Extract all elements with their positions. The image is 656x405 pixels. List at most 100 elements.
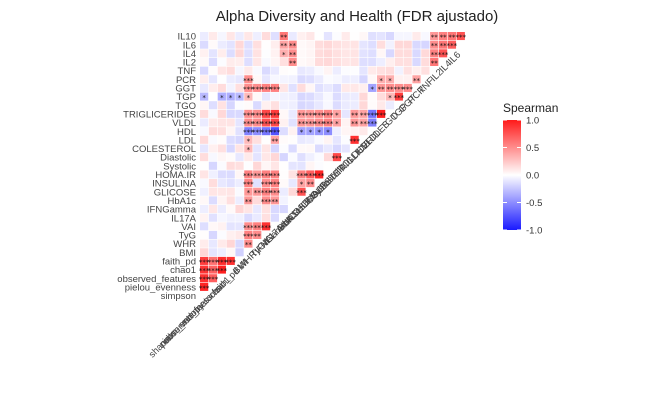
heatmap-cell bbox=[270, 187, 280, 196]
significance-mark: *** bbox=[243, 232, 254, 240]
heatmap-cell bbox=[332, 49, 341, 58]
significance-mark: ** bbox=[280, 42, 288, 50]
heatmap-cell bbox=[270, 213, 280, 222]
heatmap-cell bbox=[200, 40, 209, 49]
heatmap-cell bbox=[200, 213, 209, 222]
significance-mark: *** bbox=[252, 120, 263, 128]
heatmap-cell bbox=[412, 75, 421, 84]
heatmap-cell bbox=[235, 83, 244, 92]
significance-mark: *** bbox=[314, 120, 325, 128]
heatmap-cell bbox=[421, 49, 430, 58]
significance-mark: ** bbox=[254, 189, 262, 197]
heatmap-cell bbox=[217, 109, 226, 118]
heatmap-cell bbox=[208, 75, 218, 84]
heatmap-cell bbox=[226, 49, 235, 58]
heatmap-cell bbox=[253, 118, 262, 127]
heatmap-cell bbox=[368, 32, 377, 41]
significance-mark: * bbox=[202, 94, 206, 102]
heatmap-cell bbox=[208, 57, 218, 66]
heatmap-cell bbox=[323, 66, 333, 75]
heatmap-cell bbox=[430, 40, 439, 49]
significance-mark: *** bbox=[305, 172, 316, 180]
heatmap-cell bbox=[385, 49, 395, 58]
color-legend: Spearman 1.0 0.5 0.0 -0.5 -1.0 bbox=[503, 101, 558, 236]
heatmap-cell bbox=[244, 213, 253, 222]
heatmap-cell bbox=[208, 118, 218, 127]
heatmap-cell bbox=[261, 118, 271, 127]
heatmap-cell bbox=[323, 109, 333, 118]
significance-mark: ** bbox=[448, 34, 456, 42]
heatmap-cell bbox=[288, 40, 297, 49]
legend-tick-label: 0.5 bbox=[526, 143, 539, 154]
heatmap-cell bbox=[350, 66, 359, 75]
heatmap-cell bbox=[315, 57, 324, 66]
y-tick-label: simpson bbox=[161, 291, 196, 302]
significance-mark: ** bbox=[254, 224, 262, 232]
heatmap-cell bbox=[270, 153, 280, 162]
heatmap-cell bbox=[403, 40, 412, 49]
heatmap-cell bbox=[412, 49, 421, 58]
significance-mark: *** bbox=[270, 111, 281, 119]
heatmap-cell bbox=[200, 92, 209, 101]
heatmap-cell bbox=[253, 196, 262, 205]
significance-mark: *** bbox=[349, 137, 360, 145]
heatmap-cell bbox=[288, 32, 297, 41]
heatmap-cell bbox=[359, 75, 368, 84]
heatmap-cell bbox=[200, 118, 209, 127]
heatmap-cell bbox=[359, 32, 368, 41]
heatmap-cell bbox=[244, 66, 253, 75]
heatmap-cell bbox=[315, 118, 324, 127]
heatmap-cell bbox=[270, 109, 280, 118]
heatmap-cell bbox=[341, 75, 350, 84]
heatmap-cell bbox=[208, 127, 218, 136]
heatmap-cell bbox=[226, 144, 235, 153]
heatmap-cell bbox=[226, 75, 235, 84]
significance-mark: *** bbox=[243, 224, 254, 232]
heatmap-cell bbox=[297, 92, 306, 101]
heatmap-cell bbox=[270, 179, 280, 188]
significance-mark: ** bbox=[271, 198, 279, 206]
heatmap-cell bbox=[235, 66, 244, 75]
heatmap-cell bbox=[253, 32, 262, 41]
y-tick-label: Systolic bbox=[163, 161, 196, 172]
heatmap-cell bbox=[332, 153, 341, 162]
heatmap-cell bbox=[323, 49, 333, 58]
heatmap-cell bbox=[288, 153, 297, 162]
heatmap-cell bbox=[208, 170, 218, 179]
heatmap-cell bbox=[200, 205, 209, 214]
heatmap-cell bbox=[341, 57, 350, 66]
significance-mark: * bbox=[238, 94, 242, 102]
heatmap-cell bbox=[368, 92, 377, 101]
heatmap-cell bbox=[306, 49, 315, 58]
heatmap-cell bbox=[261, 66, 271, 75]
heatmap-cell bbox=[226, 153, 235, 162]
heatmap-cell bbox=[253, 205, 262, 214]
heatmap-cell bbox=[403, 75, 412, 84]
heatmap-cell bbox=[412, 32, 421, 41]
heatmap-cell bbox=[208, 196, 218, 205]
heatmap-cell bbox=[279, 109, 288, 118]
heatmap-cell bbox=[332, 83, 341, 92]
heatmap-cell bbox=[421, 57, 430, 66]
heatmap-cell bbox=[279, 196, 288, 205]
heatmap-cell bbox=[368, 118, 377, 127]
heatmap-cell bbox=[208, 83, 218, 92]
heatmap-cell bbox=[217, 153, 226, 162]
heatmap-cell bbox=[377, 92, 386, 101]
heatmap-cell bbox=[332, 57, 341, 66]
heatmap-cell bbox=[270, 40, 280, 49]
heatmap-cell bbox=[306, 66, 315, 75]
heatmap-cell bbox=[208, 161, 218, 170]
y-tick-label: faith_pd bbox=[162, 257, 196, 268]
heatmap-cell bbox=[306, 101, 315, 110]
heatmap-cell bbox=[253, 222, 262, 231]
heatmap-cell bbox=[288, 161, 297, 170]
y-tick-label: HOMA.IR bbox=[155, 170, 196, 181]
heatmap-cell bbox=[244, 92, 253, 101]
significance-mark: *** bbox=[305, 120, 316, 128]
heatmap-cell bbox=[217, 196, 226, 205]
significance-mark: ** bbox=[289, 42, 297, 50]
heatmap-cell bbox=[403, 32, 412, 41]
significance-mark: ** bbox=[254, 232, 262, 240]
